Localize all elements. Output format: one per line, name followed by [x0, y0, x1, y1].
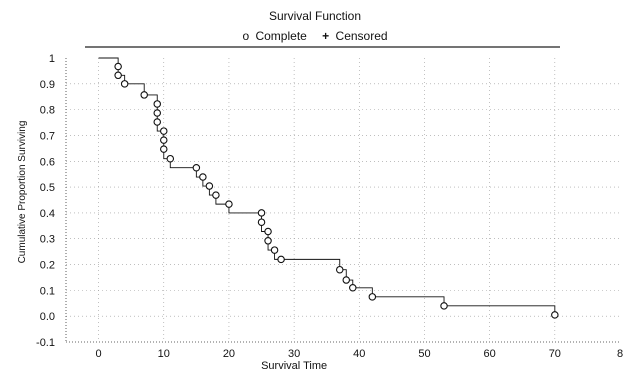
y-tick-label: 0.6: [40, 156, 55, 168]
complete-point: [114, 62, 122, 71]
complete-point: [440, 302, 448, 310]
complete-point: [114, 71, 122, 80]
legend-censored-marker-icon: +: [322, 29, 330, 43]
complete-point: [153, 100, 161, 108]
legend-complete-label: Complete: [255, 29, 307, 43]
survival-step-line: [98, 57, 556, 315]
x-tick-label: 8: [617, 348, 623, 360]
y-tick-label: 0.4: [40, 208, 55, 220]
x-tick-label: 40: [353, 348, 365, 360]
complete-point: [551, 311, 559, 319]
complete-point: [264, 237, 272, 245]
complete-point: [257, 218, 266, 226]
complete-point: [212, 191, 220, 199]
complete-point: [342, 276, 351, 284]
complete-point: [225, 200, 233, 208]
complete-point: [140, 91, 148, 99]
complete-point: [335, 265, 344, 274]
y-tick-label: 0.7: [40, 130, 55, 142]
complete-point: [205, 182, 214, 190]
y-tick-label: 0.0: [40, 311, 55, 323]
x-tick-label: 0: [96, 348, 102, 360]
complete-point: [264, 227, 272, 236]
y-tick-label: 0.8: [40, 105, 55, 117]
complete-point: [160, 136, 168, 144]
complete-point: [199, 173, 207, 181]
x-tick-label: 60: [484, 348, 496, 360]
complete-point: [120, 80, 129, 88]
y-tick-label: 0.3: [40, 234, 55, 246]
x-tick-label: 30: [288, 348, 300, 360]
y-tick-label: 0.1: [40, 285, 55, 297]
x-axis-title: Survival Time: [261, 360, 327, 370]
y-tick-label: 1: [49, 53, 55, 65]
complete-point: [160, 145, 168, 153]
complete-point: [257, 209, 266, 217]
x-tick-label: 70: [549, 348, 561, 360]
complete-point: [368, 293, 377, 301]
y-tick-label: -0.1: [36, 337, 55, 349]
y-tick-label: 0.5: [40, 182, 55, 194]
x-tick-label: 10: [158, 348, 170, 360]
complete-point: [160, 127, 168, 135]
y-axis-title: Cumulative Proportion Surviving: [17, 121, 28, 264]
legend-entry-censored: + Censored: [322, 29, 387, 43]
complete-point: [270, 246, 279, 254]
y-tick-label: 0.9: [40, 79, 55, 91]
legend-entry-complete: o Complete: [242, 29, 310, 43]
x-tick-label: 50: [418, 348, 430, 360]
complete-point: [192, 163, 201, 172]
complete-point: [166, 154, 175, 163]
complete-point: [277, 255, 285, 264]
legend-complete-marker-icon: o: [242, 29, 250, 43]
complete-point: [349, 284, 357, 292]
legend-censored-label: Censored: [335, 29, 388, 43]
chart-title: Survival Function: [268, 9, 362, 23]
x-tick-label: 20: [223, 348, 235, 360]
y-tick-label: 0.2: [40, 260, 55, 272]
complete-point: [153, 109, 161, 117]
chart-legend: o Complete + Censored: [0, 29, 630, 43]
complete-point: [153, 118, 161, 126]
